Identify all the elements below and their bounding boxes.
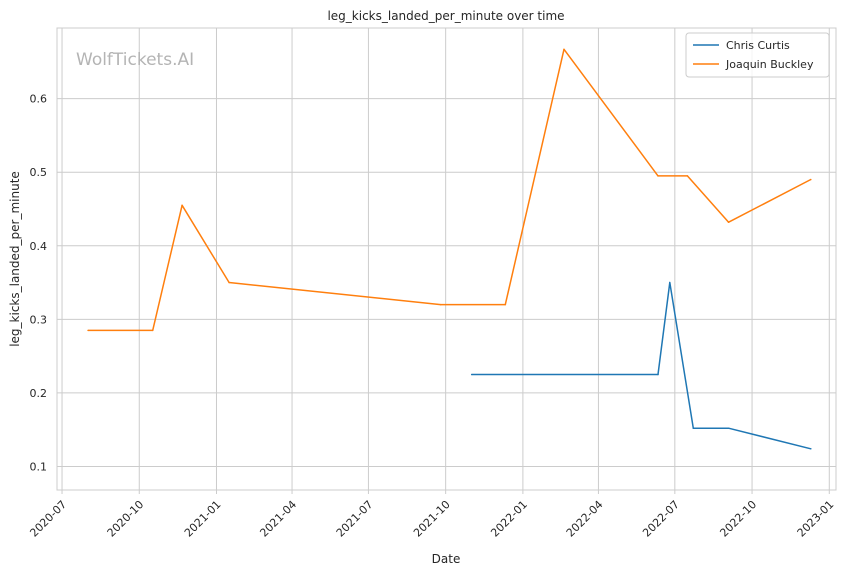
data-point-joaquin-buckley — [727, 221, 730, 223]
data-point-chris-curtis — [727, 427, 730, 429]
x-axis-label: Date — [432, 552, 461, 566]
y-tick-label: 0.2 — [30, 387, 48, 400]
data-point-joaquin-buckley — [151, 329, 154, 332]
data-point-joaquin-buckley — [657, 175, 659, 177]
legend: Chris Curtis Joaquin Buckley — [685, 32, 830, 78]
data-point-joaquin-buckley — [228, 281, 230, 284]
data-point-joaquin-buckley — [563, 48, 565, 51]
data-point-chris-curtis — [669, 281, 671, 284]
data-point-chris-curtis — [470, 373, 473, 376]
y-tick-label: 0.5 — [30, 166, 48, 179]
watermark: WolfTickets.AI — [76, 50, 194, 70]
data-point-chris-curtis — [810, 448, 812, 450]
legend-label-joaquin-buckley: Joaquin Buckley — [725, 58, 814, 71]
y-tick-label: 0.3 — [30, 313, 48, 326]
y-tick-label: 0.6 — [30, 93, 48, 106]
data-point-joaquin-buckley — [686, 175, 689, 177]
data-point-joaquin-buckley — [504, 303, 507, 306]
data-point-joaquin-buckley — [439, 303, 442, 306]
plot-frame — [56, 27, 837, 491]
data-point-joaquin-buckley — [181, 204, 183, 207]
chart-title: leg_kicks_landed_per_minute over time — [327, 9, 564, 23]
data-point-joaquin-buckley — [810, 178, 812, 181]
y-tick-label: 0.1 — [30, 460, 48, 473]
legend-box — [685, 32, 830, 78]
data-point-joaquin-buckley — [87, 329, 89, 332]
data-point-chris-curtis — [692, 427, 695, 429]
legend-label-chris-curtis: Chris Curtis — [726, 39, 790, 52]
series-line-chris-curtis — [471, 281, 811, 450]
data-point-chris-curtis — [657, 373, 659, 376]
y-tick-label: 0.4 — [30, 240, 48, 253]
y-axis-label: leg_kicks_landed_per_minute — [8, 171, 22, 347]
